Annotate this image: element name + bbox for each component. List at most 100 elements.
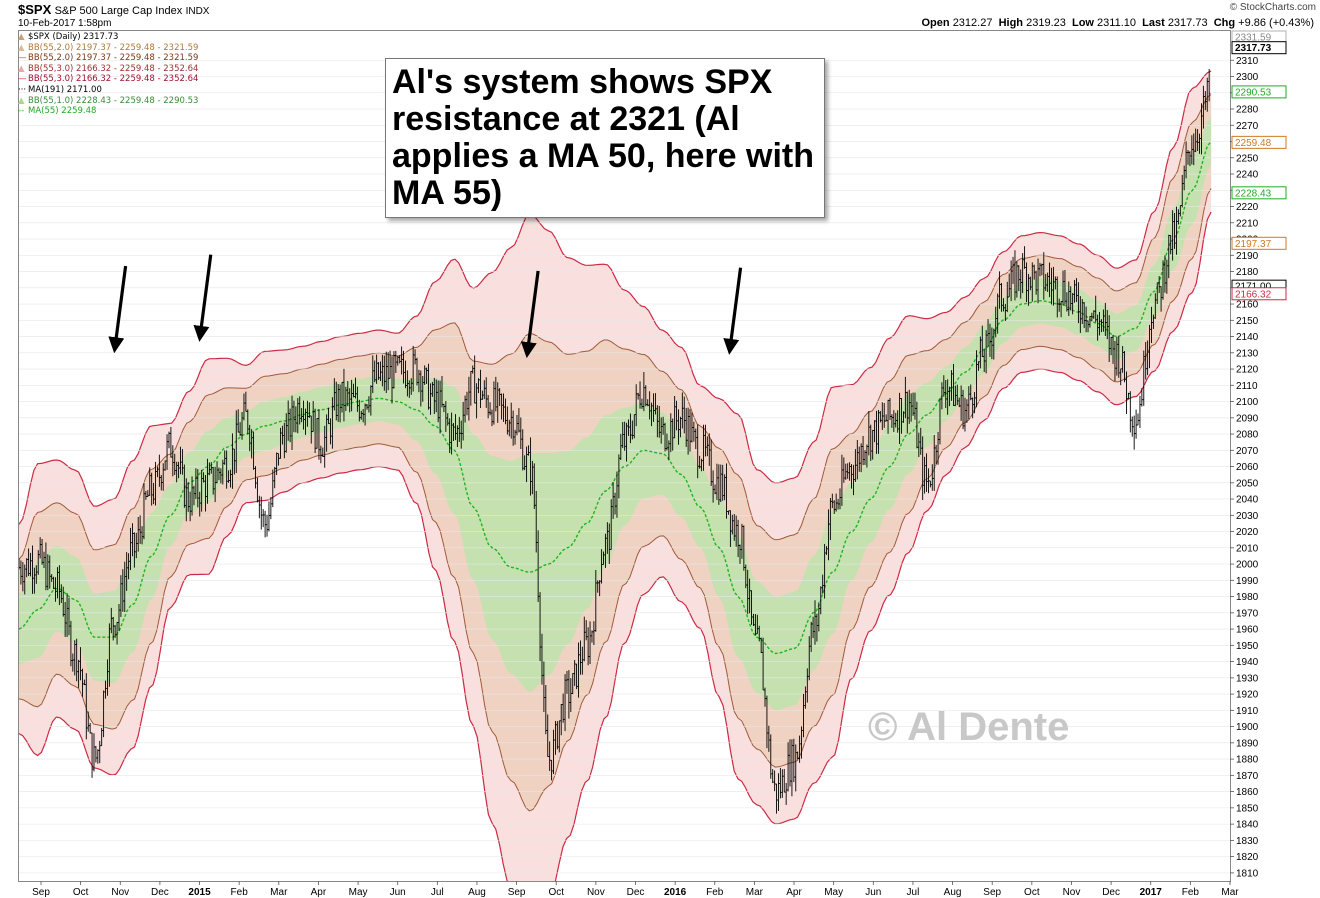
y-tick-label: 2300: [1236, 72, 1259, 83]
x-tick-label: Sep: [32, 887, 50, 898]
y-tick-label: 2140: [1236, 332, 1259, 343]
x-tick-label: Oct: [73, 887, 89, 898]
price-tag-label: 2171.00: [1235, 282, 1272, 293]
legend-swatch-icon: ···: [18, 84, 27, 95]
x-tick-label: Jun: [865, 887, 881, 898]
y-tick-label: 2190: [1236, 251, 1259, 262]
legend-label: BB(55,3.0) 2166.32 - 2259.48 - 2352.64: [28, 63, 199, 74]
quote-bar: Open 2312.27 High 2319.23 Low 2311.10 La…: [922, 17, 1315, 29]
y-tick-label: 2020: [1236, 527, 1259, 538]
price-tag: [1231, 41, 1287, 55]
legend-label: BB(55,3.0) 2166.32 - 2259.48 - 2352.64: [28, 74, 199, 85]
price-tag-label: 2331.59: [1235, 33, 1272, 44]
y-tick-label: 1830: [1236, 836, 1259, 847]
y-tick-label: 2280: [1236, 105, 1259, 116]
x-tick-label: Feb: [1182, 887, 1200, 898]
y-tick-label: 1940: [1236, 657, 1259, 668]
y-tick-label: 2310: [1236, 56, 1259, 67]
y-tick-label: 1900: [1236, 722, 1259, 733]
legend-item: ▲ BB(55,2.0) 2197.37 - 2259.48 - 2321.59: [18, 43, 198, 54]
x-tick-label: May: [349, 887, 368, 898]
bb3-upper-line: [19, 70, 1212, 525]
price-tag-label: 2259.48: [1235, 138, 1272, 149]
y-tick-label: 1880: [1236, 755, 1259, 766]
y-tick-label: 1950: [1236, 641, 1259, 652]
legend-swatch-icon: ▲: [18, 32, 25, 42]
open-value: 2312.27: [952, 17, 993, 29]
bb1-fill: [19, 118, 1212, 711]
low-label: Low: [1071, 17, 1094, 29]
legend-item: ▲ BB(55,3.0) 2166.32 - 2259.48 - 2352.64: [18, 64, 198, 75]
x-tick-label: Nov: [1063, 887, 1081, 898]
y-tick-label: 2180: [1236, 267, 1259, 278]
x-tick-label: Feb: [706, 887, 724, 898]
y-tick-label: 2220: [1236, 202, 1259, 213]
y-tick-label: 2070: [1236, 446, 1259, 457]
high-label: High: [998, 17, 1024, 29]
x-tick-label: Sep: [508, 887, 526, 898]
x-tick-label: Nov: [111, 887, 129, 898]
bb2-upper-line: [19, 94, 1212, 560]
y-tick-label: 2250: [1236, 153, 1259, 164]
y-tick-label: 2110: [1236, 381, 1258, 392]
legend-swatch-icon: ▲: [18, 42, 25, 53]
annotation-arrow-icon: [108, 265, 128, 354]
y-tick-label: 2130: [1236, 348, 1259, 359]
y-tick-label: 1890: [1236, 738, 1259, 749]
annotation-arrow-icon: [723, 267, 743, 355]
exchange: INDX: [185, 6, 210, 17]
y-tick-label: 2050: [1236, 478, 1259, 489]
price-tag: [1231, 85, 1287, 99]
symbol: $SPX: [18, 2, 52, 17]
open-label: Open: [921, 17, 950, 29]
y-tick-label: 1960: [1236, 625, 1259, 636]
x-tick-label: 2017: [1140, 887, 1163, 898]
price-tag-label: 2166.32: [1235, 289, 1272, 300]
legend-item: — BB(55,3.0) 2166.32 - 2259.48 - 2352.64: [18, 74, 198, 85]
x-tick-label: 2016: [664, 887, 687, 898]
y-tick-label: 1980: [1236, 592, 1259, 603]
legend-label: MA(191) 2171.00: [28, 84, 102, 95]
legend-label: BB(55,2.0) 2197.37 - 2259.48 - 2321.59: [28, 53, 199, 64]
y-tick-label: 2120: [1236, 365, 1259, 376]
legend-swatch-icon: ▲: [18, 95, 25, 106]
legend-label: BB(55,1.0) 2228.43 - 2259.48 - 2290.53: [28, 95, 199, 106]
plot-frame: [18, 30, 1231, 882]
last-label: Last: [1142, 17, 1165, 29]
x-tick-label: Oct: [1024, 887, 1040, 898]
x-tick-label: Feb: [231, 887, 249, 898]
legend-item: -- MA(55) 2259.48: [18, 106, 198, 117]
symbol-description: S&P 500 Large Cap Index: [54, 5, 183, 17]
callout-box: Al's system shows SPX resistance at 2321…: [385, 58, 825, 218]
legend-label: MA(55) 2259.48: [28, 106, 97, 117]
x-tick-label: Mar: [746, 887, 764, 898]
x-tick-label: Jul: [907, 887, 920, 898]
y-tick-label: 2060: [1236, 462, 1259, 473]
x-axis: Sep Oct Nov Dec 2015 Feb Mar Apr May Jun Jul Aug Sep…: [32, 881, 1239, 898]
legend-item: ▲ $SPX (Daily) 2317.73: [18, 32, 198, 43]
bollinger-bands: [19, 70, 1212, 881]
timestamp: 10-Feb-2017 1:58pm: [18, 18, 112, 29]
legend-label: $SPX (Daily) 2317.73: [28, 32, 119, 42]
price-tag-label: 2317.73: [1235, 43, 1272, 54]
y-tick-label: 2240: [1236, 170, 1259, 181]
y-tick-label: 1870: [1236, 771, 1259, 782]
moving-average: [18, 141, 1212, 655]
price-tag-label: 2228.43: [1235, 188, 1272, 199]
y-tick-label: 1810: [1236, 868, 1259, 879]
chg-value: +9.86 (+0.43%): [1238, 17, 1314, 29]
watermark: © Al Dente: [868, 705, 1070, 749]
x-tick-label: Dec: [1102, 887, 1120, 898]
x-tick-label: Apr: [311, 887, 327, 898]
y-tick-label: 1850: [1236, 803, 1259, 814]
bands-clip-group: [19, 70, 1212, 881]
x-tick-label: Nov: [587, 887, 605, 898]
chart-header-left: $SPX S&P 500 Large Cap Index INDX: [18, 2, 209, 17]
price-tag: [1231, 186, 1287, 200]
price-tag-label: 2197.37: [1235, 239, 1272, 250]
price-tag-label: 2290.53: [1235, 87, 1272, 98]
price-tag: [1231, 236, 1287, 250]
y-tick-label: 1930: [1236, 673, 1259, 684]
ma55-line: [18, 141, 1212, 655]
